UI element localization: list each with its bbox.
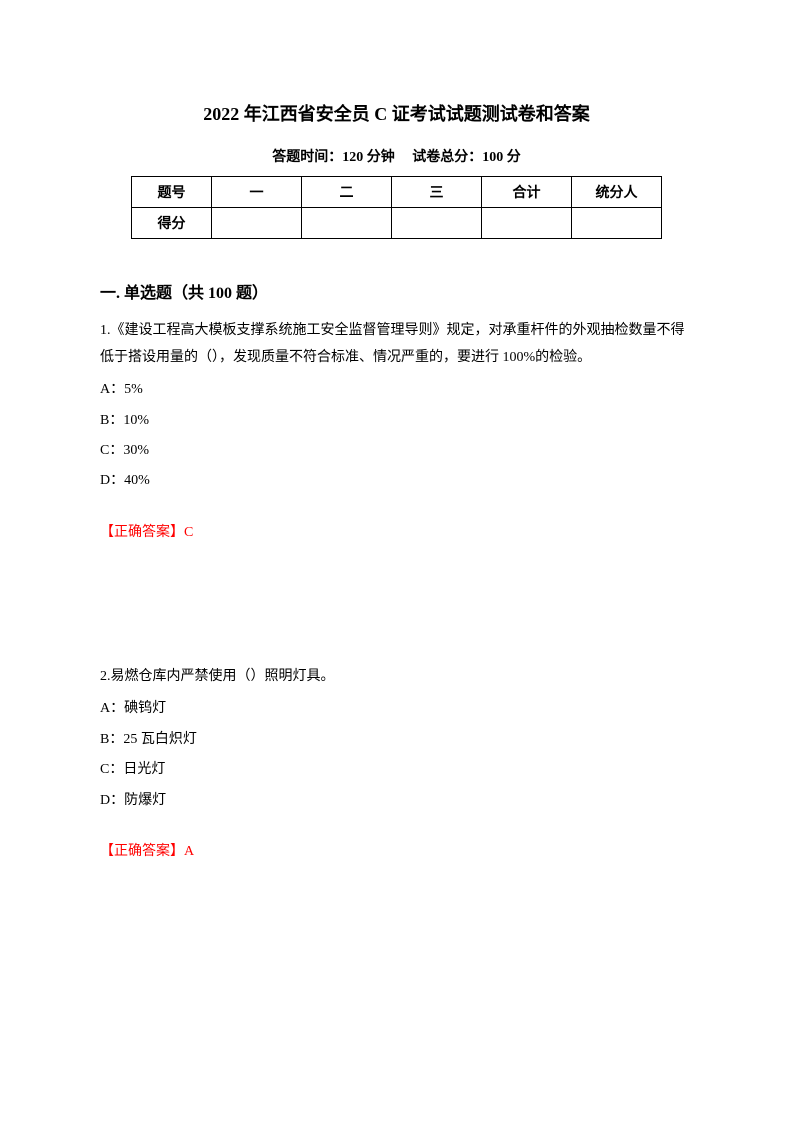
option-text: 防爆灯 <box>124 793 166 808</box>
title-text: 2022 年江西省安全员 C 证考试试题测试卷和答案 <box>203 104 590 124</box>
question-2-answer: 【正确答案】A <box>100 840 693 860</box>
option-text: 日光灯 <box>123 762 165 777</box>
score-cell-total <box>482 208 572 239</box>
question-2-option-a: A：碘钨灯 <box>100 698 693 720</box>
score-cell-scorer <box>572 208 662 239</box>
header-cell-three: 三 <box>392 177 482 208</box>
option-label: A： <box>100 701 124 716</box>
question-1-number: 1. <box>100 323 111 338</box>
question-2-option-d: D：防爆灯 <box>100 790 693 812</box>
question-1-text: 《建设工程高大模板支撑系统施工安全监督管理导则》规定，对承重杆件的外观抽检数量不… <box>100 323 685 365</box>
header-cell-one: 一 <box>212 177 302 208</box>
spacer <box>100 569 693 664</box>
header-cell-two: 二 <box>302 177 392 208</box>
question-1-option-d: D：40% <box>100 470 693 492</box>
question-1-option-b: B：10% <box>100 410 693 432</box>
question-1-option-c: C：30% <box>100 440 693 462</box>
score-cell-one <box>212 208 302 239</box>
total-score-label: 试卷总分：100 分 <box>412 150 521 165</box>
question-2-option-c: C：日光灯 <box>100 759 693 781</box>
header-cell-number: 题号 <box>132 177 212 208</box>
section-title-text: 一. 单选题（共 100 题） <box>100 285 268 302</box>
document-subtitle: 答题时间：120 分钟 试卷总分：100 分 <box>100 146 693 166</box>
score-table: 题号 一 二 三 合计 统分人 得分 <box>131 176 662 239</box>
question-2: 2.易燃仓库内严禁使用（）照明灯具。 <box>100 664 693 691</box>
answer-label: 【正确答案】 <box>100 525 184 540</box>
option-label: A： <box>100 382 124 397</box>
option-label: B： <box>100 732 123 747</box>
table-header-row: 题号 一 二 三 合计 统分人 <box>132 177 662 208</box>
option-text: 40% <box>124 473 150 488</box>
score-row-label: 得分 <box>132 208 212 239</box>
option-label: D： <box>100 793 124 808</box>
option-text: 30% <box>123 443 149 458</box>
header-cell-scorer: 统分人 <box>572 177 662 208</box>
option-text: 10% <box>123 413 149 428</box>
question-2-option-b: B：25 瓦白炽灯 <box>100 729 693 751</box>
question-2-text: 易燃仓库内严禁使用（）照明灯具。 <box>111 669 335 684</box>
score-cell-two <box>302 208 392 239</box>
question-1: 1.《建设工程高大模板支撑系统施工安全监督管理导则》规定，对承重杆件的外观抽检数… <box>100 318 693 371</box>
header-cell-total: 合计 <box>482 177 572 208</box>
answer-value: C <box>184 525 193 540</box>
option-label: C： <box>100 443 123 458</box>
option-label: C： <box>100 762 123 777</box>
question-2-number: 2. <box>100 669 111 684</box>
table-score-row: 得分 <box>132 208 662 239</box>
answer-label: 【正确答案】 <box>100 844 184 859</box>
option-text: 25 瓦白炽灯 <box>123 732 197 747</box>
option-label: D： <box>100 473 124 488</box>
option-text: 5% <box>124 382 143 397</box>
score-cell-three <box>392 208 482 239</box>
document-title: 2022 年江西省安全员 C 证考试试题测试卷和答案 <box>100 100 693 126</box>
answer-value: A <box>184 844 194 859</box>
subtitle-spacer <box>398 150 409 165</box>
time-label: 答题时间：120 分钟 <box>272 150 395 165</box>
question-1-answer: 【正确答案】C <box>100 521 693 541</box>
section-title: 一. 单选题（共 100 题） <box>100 279 693 303</box>
option-text: 碘钨灯 <box>124 701 166 716</box>
question-1-option-a: A：5% <box>100 379 693 401</box>
option-label: B： <box>100 413 123 428</box>
